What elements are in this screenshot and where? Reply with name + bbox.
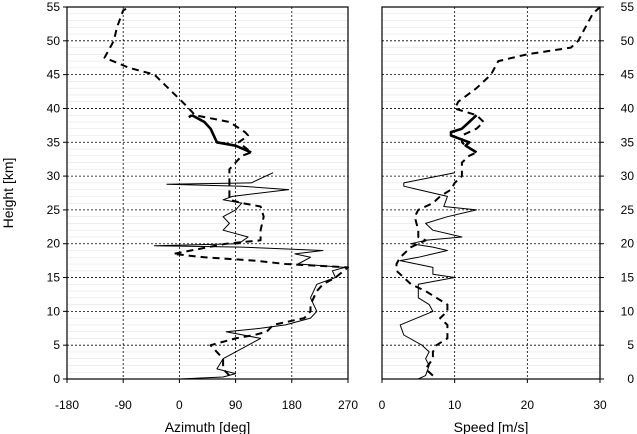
y-tick-label: 35 xyxy=(47,135,61,149)
x-tick-label: 270 xyxy=(338,398,358,412)
y-tick-label: 55 xyxy=(47,0,61,14)
azimuth-panel: 0 5 10 15 20 25 30 35 40 45 50 55 -180 -90 0 90 180 270 Az… xyxy=(0,0,358,434)
y-tick-label: 50 xyxy=(47,34,61,48)
x-tick-label: 0 xyxy=(176,398,183,412)
y-tick-label: 15 xyxy=(621,271,635,285)
y-tick-label: 40 xyxy=(47,101,61,115)
series-line-dashed-0 xyxy=(395,6,601,377)
y-tick-label: 25 xyxy=(621,203,635,217)
y-tick-label: 0 xyxy=(627,372,634,386)
x-axis-label: Azimuth [deg] xyxy=(165,419,251,434)
x-tick-label: 20 xyxy=(521,398,535,412)
y-tick-label: 10 xyxy=(621,304,635,318)
y-tick-label: 0 xyxy=(53,372,60,386)
y-tick-label: 50 xyxy=(621,34,635,48)
y-tick-label: 30 xyxy=(47,169,61,183)
y-tick-label: 30 xyxy=(621,169,635,183)
y-tick-label: 5 xyxy=(627,338,634,352)
y-tick-label: 15 xyxy=(47,271,61,285)
y-tick-label: 5 xyxy=(53,338,60,352)
speed-panel: 0 5 10 15 20 25 30 35 40 45 50 55 0 10 20 30 Speed [m/s] xyxy=(379,0,635,434)
x-tick-label: -180 xyxy=(55,398,79,412)
plot-frame xyxy=(66,6,349,380)
series-line-thick-solid-1 xyxy=(188,114,193,119)
series-line-thin-solid-0 xyxy=(399,172,477,380)
y-tick-label: 40 xyxy=(621,101,635,115)
plot-frame xyxy=(381,6,601,380)
x-tick-label: 30 xyxy=(593,398,607,412)
x-tick-label: 10 xyxy=(448,398,462,412)
y-tick-label: 10 xyxy=(47,304,61,318)
x-axis-label: Speed [m/s] xyxy=(454,419,529,434)
y-tick-label: 20 xyxy=(621,237,635,251)
series-line-dashed-0 xyxy=(103,6,349,377)
y-tick-label: 25 xyxy=(47,203,61,217)
x-tick-label: 0 xyxy=(379,398,386,412)
series-line-thick-solid-0 xyxy=(449,114,478,154)
x-tick-label: -90 xyxy=(115,398,133,412)
series-line-thick-solid-0 xyxy=(191,114,252,154)
series-line-thin-solid-0 xyxy=(153,172,346,380)
y-tick-label: 20 xyxy=(47,237,61,251)
y-axis-label: Height [km] xyxy=(0,158,16,229)
y-tick-label: 55 xyxy=(621,0,635,14)
y-tick-label: 45 xyxy=(47,68,61,82)
x-tick-label: 90 xyxy=(229,398,243,412)
y-tick-label: 45 xyxy=(621,68,635,82)
y-tick-label: 35 xyxy=(621,135,635,149)
x-tick-label: 180 xyxy=(282,398,302,412)
